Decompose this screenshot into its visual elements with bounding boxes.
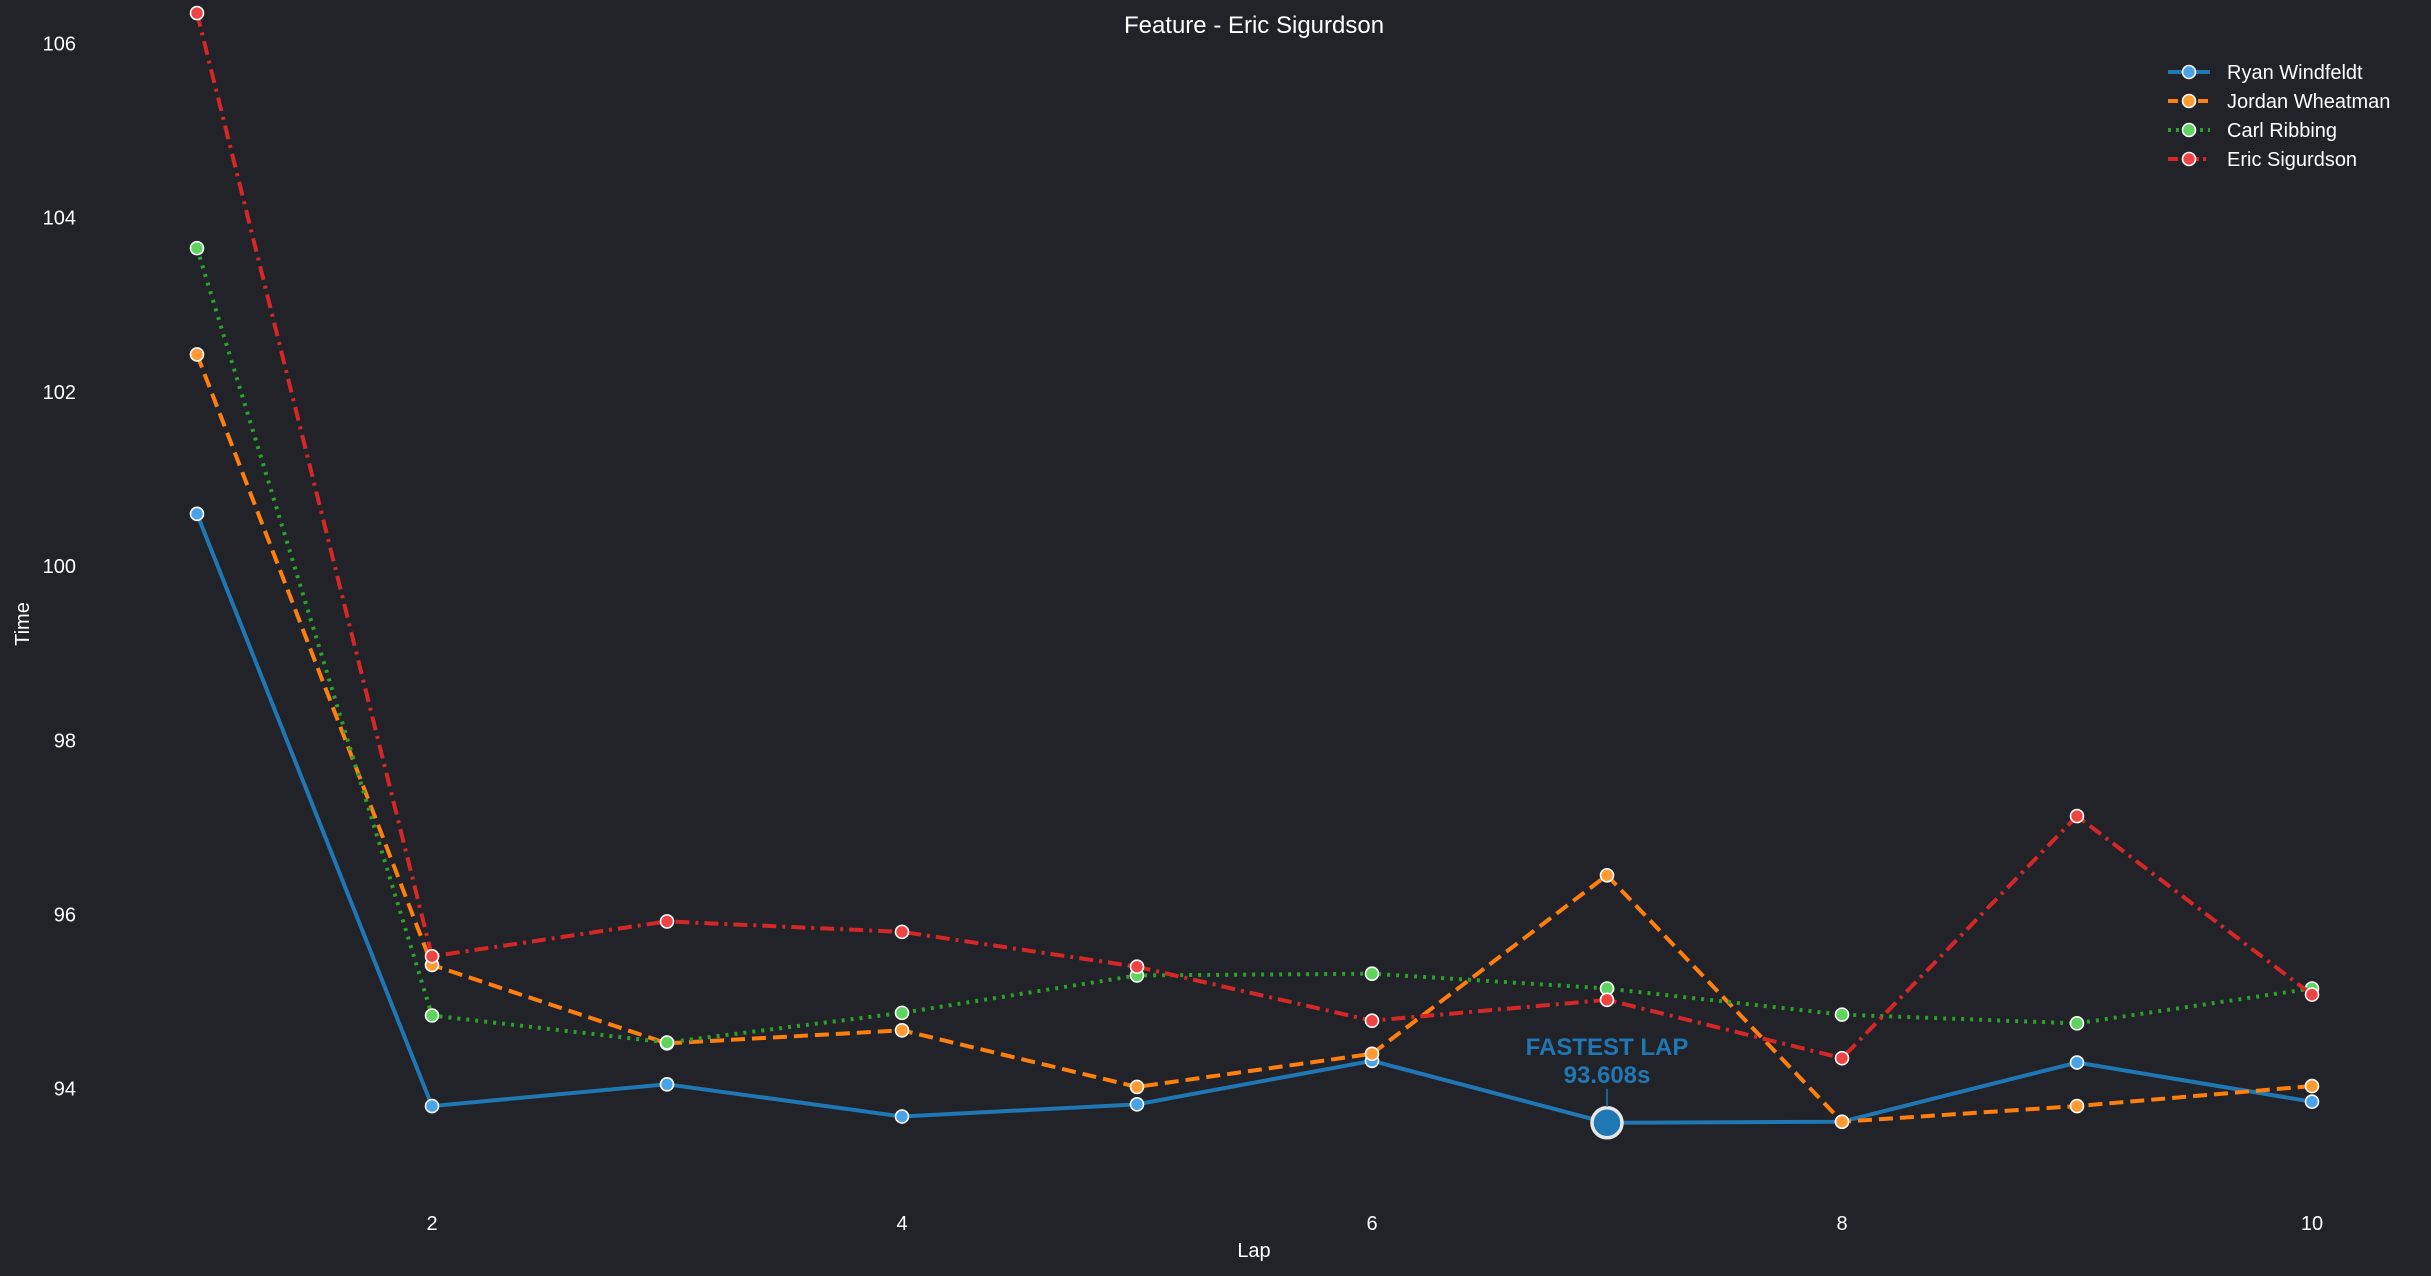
legend-marker: [2181, 122, 2197, 138]
data-point: [424, 1008, 440, 1023]
x-tick-label: 6: [1366, 1213, 1377, 1235]
data-point: [189, 347, 205, 362]
legend: Ryan Windfeldt Jordan Wheatman Carl Ribbin…: [2168, 62, 2390, 171]
y-tick-label: 104: [43, 208, 76, 230]
data-point: [659, 1076, 675, 1092]
legend-item: Carl Ribbing: [2168, 120, 2337, 142]
y-tick-label: 102: [43, 382, 76, 404]
series-line: [195, 513, 2313, 1125]
data-point: [1834, 1050, 1850, 1066]
fastest-lap-marker: [1590, 1106, 1624, 1140]
data-point: [894, 1023, 910, 1038]
data-point: [189, 5, 205, 21]
series-ryan-windfeldt: [189, 506, 2320, 1131]
data-point: [1834, 1114, 1850, 1130]
data-point: [659, 1035, 675, 1050]
data-point: [2304, 987, 2320, 1002]
chart-title: Feature - Eric Sigurdson: [1124, 12, 1384, 39]
data-point: [1129, 1079, 1145, 1095]
legend-label: Ryan Windfeldt: [2227, 62, 2363, 84]
legend-marker: [2181, 64, 2197, 80]
data-point: [1599, 867, 1615, 883]
x-tick-label: 2: [426, 1213, 437, 1235]
legend-item: Eric Sigurdson: [2168, 149, 2357, 171]
x-axis-label: Lap: [1237, 1240, 1270, 1262]
series-carl-ribbing: [189, 240, 2320, 1050]
series-jordan-wheatman: [189, 347, 2320, 1130]
legend-item: Jordan Wheatman: [2168, 91, 2390, 113]
data-point: [894, 924, 910, 940]
data-point: [1129, 1097, 1145, 1112]
y-axis-label: Time: [12, 602, 34, 646]
legend-marker: [2181, 93, 2197, 109]
data-point: [424, 1098, 440, 1114]
data-point: [2304, 1078, 2320, 1094]
legend-item: Ryan Windfeldt: [2168, 62, 2363, 84]
data-point: [1599, 992, 1615, 1008]
data-point: [424, 948, 440, 964]
legend-label: Carl Ribbing: [2227, 120, 2337, 142]
data-point: [1129, 959, 1145, 975]
data-point: [659, 914, 675, 929]
data-point: [2069, 808, 2085, 824]
data-point: [1834, 1007, 1850, 1022]
series-layer: [189, 5, 2320, 1131]
series-line: [195, 12, 2314, 1061]
data-point: [1364, 1046, 1380, 1062]
data-point: [1364, 1013, 1380, 1029]
series-line: [195, 353, 2313, 1124]
series-line: [195, 247, 2313, 1045]
y-axis-ticks: 94 96 98 100 102 104 106: [43, 34, 76, 1101]
data-point: [2069, 1016, 2085, 1031]
data-point: [1364, 966, 1380, 981]
series-eric-sigurdson: [189, 5, 2320, 1066]
data-point: [894, 1005, 910, 1021]
y-tick-label: 106: [43, 34, 76, 56]
annotation-value: 93.608s: [1564, 1062, 1651, 1089]
y-tick-label: 94: [54, 1079, 76, 1101]
x-tick-label: 8: [1836, 1213, 1847, 1235]
data-point: [894, 1109, 910, 1124]
data-point: [189, 240, 205, 256]
x-tick-label: 4: [896, 1213, 907, 1235]
data-point: [189, 506, 205, 522]
annotation-label: FASTEST LAP: [1526, 1034, 1689, 1061]
data-point: [2069, 1098, 2085, 1114]
x-tick-label: 10: [2301, 1213, 2323, 1235]
y-tick-label: 96: [54, 904, 76, 926]
y-tick-label: 98: [54, 730, 76, 752]
y-tick-label: 100: [43, 556, 76, 578]
legend-marker: [2181, 151, 2197, 167]
data-point: [2069, 1055, 2085, 1070]
legend-label: Eric Sigurdson: [2227, 149, 2357, 171]
data-point: [2304, 1094, 2320, 1110]
x-axis-ticks: 2 4 6 8 10: [426, 1213, 2323, 1235]
legend-label: Jordan Wheatman: [2227, 91, 2390, 113]
